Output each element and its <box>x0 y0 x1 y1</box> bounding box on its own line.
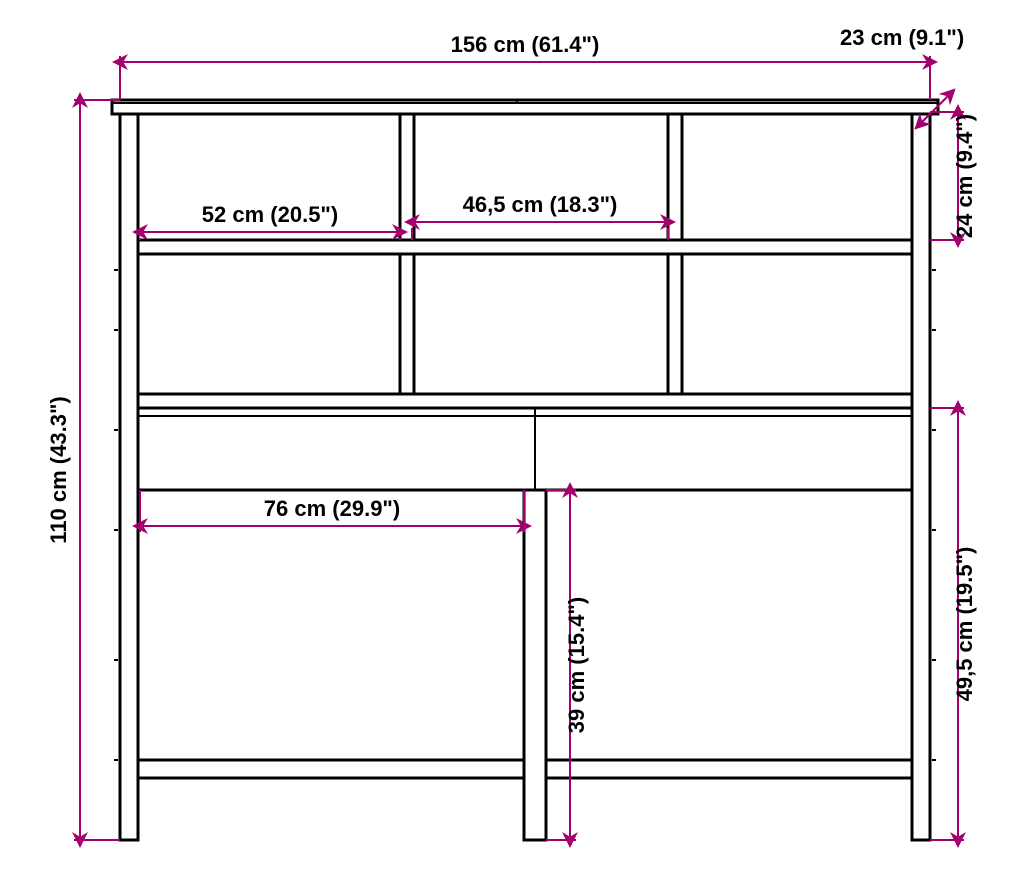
dim-opening-height-label: 39 cm (15.4") <box>564 597 589 733</box>
dim-comp1-width-label: 52 cm (20.5") <box>202 202 338 227</box>
dim-comp2-width-label: 46,5 cm (18.3") <box>463 192 618 217</box>
dim-total-height-label: 110 cm (43.3") <box>46 396 71 543</box>
dim-total-height: 110 cm (43.3") <box>46 100 80 840</box>
dim-shelf-height-label: 24 cm (9.4") <box>952 114 977 238</box>
dim-shelf-height: 24 cm (9.4") <box>952 112 977 240</box>
dim-lower-height-label: 49,5 cm (19.5") <box>952 547 977 702</box>
dim-lower-height: 49,5 cm (19.5") <box>952 408 977 840</box>
dim-comp1-width: 52 cm (20.5") <box>140 202 400 232</box>
dim-drawer-width: 76 cm (29.9") <box>140 496 524 526</box>
dim-comp2-width: 46,5 cm (18.3") <box>412 192 668 222</box>
dim-opening-height: 39 cm (15.4") <box>564 490 589 840</box>
dimension-drawing: 156 cm (61.4") 23 cm (9.1") 110 cm (43.3")… <box>0 0 1020 877</box>
dim-total-width-label: 156 cm (61.4") <box>451 32 600 57</box>
dim-drawer-width-label: 76 cm (29.9") <box>264 496 400 521</box>
dim-depth-label: 23 cm (9.1") <box>840 25 964 50</box>
dim-total-width: 156 cm (61.4") <box>120 32 930 62</box>
dim-depth: 23 cm (9.1") <box>840 25 964 124</box>
